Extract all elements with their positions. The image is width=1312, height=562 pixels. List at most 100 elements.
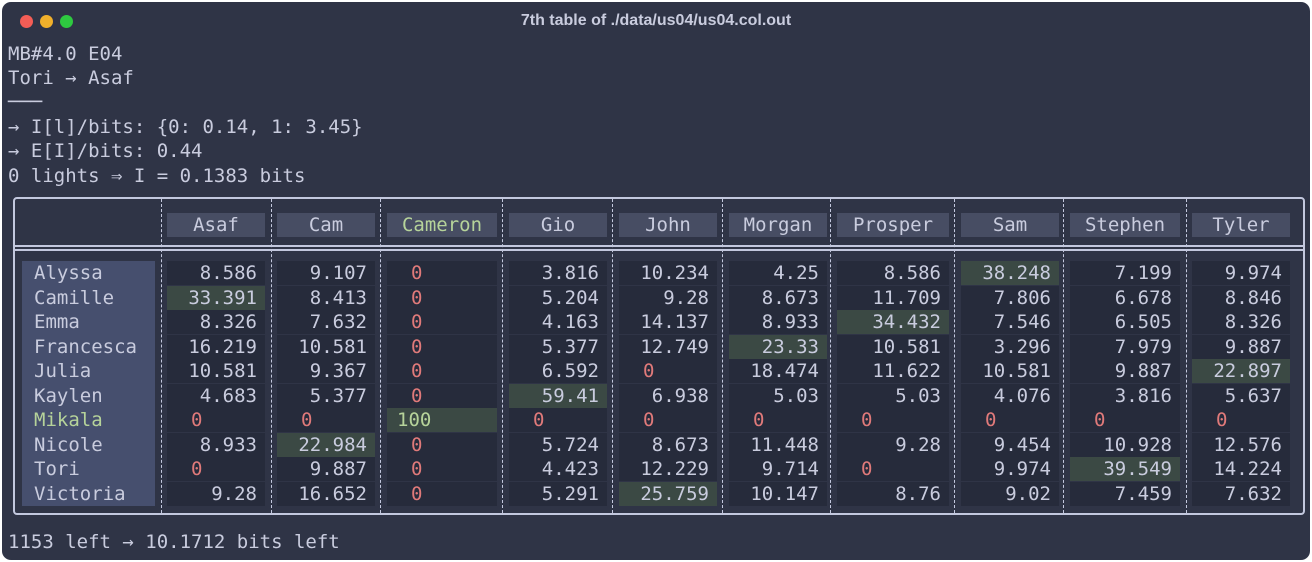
minimize-button[interactable] xyxy=(40,15,53,28)
table-cell: 0 xyxy=(167,457,265,481)
table-cell: 0 xyxy=(387,359,497,383)
table-cell: 3.816 xyxy=(509,261,607,285)
table-cell: 38.248 xyxy=(961,261,1059,285)
table-cell: 4.423 xyxy=(509,457,607,481)
table-cell: 34.432 xyxy=(837,310,949,334)
table-cell: 8.413 xyxy=(277,286,375,310)
row-name-julia: Julia xyxy=(34,360,92,382)
row-name-mikala: Mikala xyxy=(34,409,103,431)
row-name-francesca: Francesca xyxy=(34,336,137,358)
row-name-kaylen: Kaylen xyxy=(34,385,103,407)
table-cell: 6.592 xyxy=(509,359,607,383)
column-separator xyxy=(954,199,955,513)
table-cell: 0 xyxy=(277,408,375,432)
table-cell: 9.107 xyxy=(277,261,375,285)
column-header-cameron: Cameron xyxy=(387,213,497,237)
row-name-nicole: Nicole xyxy=(34,434,103,456)
table-cell: 7.459 xyxy=(1070,482,1180,506)
table-cell: 9.28 xyxy=(837,433,949,457)
table-cell: 8.586 xyxy=(167,261,265,285)
table-cell: 22.897 xyxy=(1192,359,1290,383)
table-cell: 22.984 xyxy=(277,433,375,457)
table-cell: 0 xyxy=(1192,408,1290,432)
table-cell: 9.887 xyxy=(277,457,375,481)
table-cell: 25.759 xyxy=(619,482,717,506)
table-cell: 0 xyxy=(387,433,497,457)
info-line-6: 0 lights ⇒ I = 0.1383 bits xyxy=(8,165,306,187)
table-cell: 11.448 xyxy=(729,433,827,457)
info-line-4: → I[l]/bits: {0: 0.14, 1: 3.45} xyxy=(8,116,363,138)
table-cell: 0 xyxy=(619,408,717,432)
table-cell: 12.576 xyxy=(1192,433,1290,457)
table-cell: 10.581 xyxy=(277,335,375,359)
column-separator xyxy=(1063,199,1064,513)
title-bar: 7th table of ./data/us04/us04.col.out xyxy=(2,2,1310,40)
table-cell: 12.229 xyxy=(619,457,717,481)
info-line-2: Tori → Asaf xyxy=(8,67,134,89)
table-cell: 4.683 xyxy=(167,384,265,408)
table-cell: 0 xyxy=(509,408,607,432)
row-name-victoria: Victoria xyxy=(34,483,126,505)
table-cell: 4.163 xyxy=(509,310,607,334)
table-cell: 100 xyxy=(387,408,497,432)
window-title: 7th table of ./data/us04/us04.col.out xyxy=(520,12,792,29)
column-separator xyxy=(380,199,381,513)
table-cell: 8.673 xyxy=(619,433,717,457)
table-cell: 0 xyxy=(387,310,497,334)
close-button[interactable] xyxy=(20,15,33,28)
table-cell: 4.076 xyxy=(961,384,1059,408)
table-cell: 9.367 xyxy=(277,359,375,383)
table-cell: 8.846 xyxy=(1192,286,1290,310)
column-header-gio: Gio xyxy=(509,213,607,237)
table-cell: 0 xyxy=(837,457,949,481)
table-cell: 33.391 xyxy=(167,286,265,310)
column-separator xyxy=(161,199,162,513)
zoom-button[interactable] xyxy=(60,15,73,28)
table-cell: 0 xyxy=(387,261,497,285)
table-cell: 9.887 xyxy=(1070,359,1180,383)
column-header-cam: Cam xyxy=(277,213,375,237)
table-cell: 59.41 xyxy=(509,384,607,408)
column-separator xyxy=(722,199,723,513)
table-cell: 9.454 xyxy=(961,433,1059,457)
table-cell: 9.28 xyxy=(619,286,717,310)
column-separator xyxy=(612,199,613,513)
table-cell: 23.33 xyxy=(729,335,827,359)
table-cell: 9.974 xyxy=(1192,261,1290,285)
header-separator-bottom xyxy=(15,249,1303,251)
table-cell: 7.806 xyxy=(961,286,1059,310)
table-cell: 8.933 xyxy=(167,433,265,457)
table-cell: 7.632 xyxy=(277,310,375,334)
table-cell: 0 xyxy=(387,457,497,481)
info-line-1: MB#4.0 E04 xyxy=(8,43,123,65)
table-cell: 11.709 xyxy=(837,286,949,310)
table-cell: 8.586 xyxy=(837,261,949,285)
table-cell: 0 xyxy=(387,335,497,359)
table-cell: 10.928 xyxy=(1070,433,1180,457)
column-header-tyler: Tyler xyxy=(1192,213,1290,237)
table-cell: 10.581 xyxy=(837,335,949,359)
table-cell: 5.377 xyxy=(509,335,607,359)
table-cell: 7.546 xyxy=(961,310,1059,334)
table-cell: 5.03 xyxy=(837,384,949,408)
table-cell: 3.296 xyxy=(961,335,1059,359)
table-cell: 9.02 xyxy=(961,482,1059,506)
table-cell: 0 xyxy=(837,408,949,432)
table-cell: 0 xyxy=(1070,408,1180,432)
column-separator xyxy=(271,199,272,513)
column-header-prosper: Prosper xyxy=(837,213,949,237)
table-cell: 3.816 xyxy=(1070,384,1180,408)
row-names-panel xyxy=(22,261,155,506)
table-cell: 0 xyxy=(387,482,497,506)
table-cell: 8.933 xyxy=(729,310,827,334)
table-cell: 7.632 xyxy=(1192,482,1290,506)
table-cell: 10.581 xyxy=(961,359,1059,383)
table-cell: 14.137 xyxy=(619,310,717,334)
table-cell: 6.938 xyxy=(619,384,717,408)
column-separator xyxy=(830,199,831,513)
table-cell: 0 xyxy=(619,359,717,383)
table-frame xyxy=(13,197,1305,515)
table-cell: 12.749 xyxy=(619,335,717,359)
table-cell: 0 xyxy=(167,408,265,432)
table-cell: 0 xyxy=(387,286,497,310)
